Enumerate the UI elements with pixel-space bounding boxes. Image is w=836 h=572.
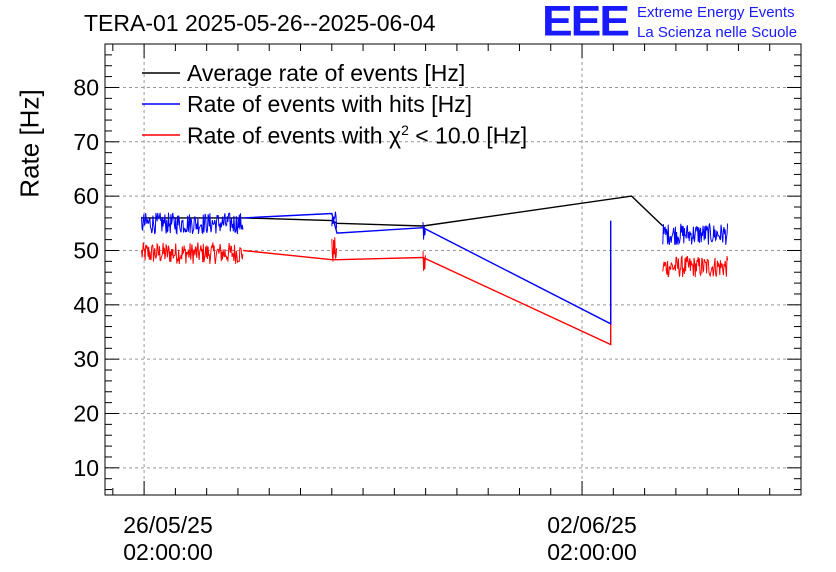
y-tick-label: 40: [73, 292, 99, 318]
series-2-noise-1: [331, 237, 338, 262]
y-tick-label: 50: [73, 237, 99, 263]
series-2-noise-2: [422, 251, 426, 271]
eee-logo-mark: EEE: [542, 0, 630, 45]
series-1-noise-2: [422, 222, 426, 240]
series-1-line: [243, 212, 612, 325]
y-tick-label: 60: [73, 183, 99, 209]
series-1-noise-1: [331, 211, 338, 229]
y-tick-label: 20: [73, 400, 99, 426]
series-2-noise-0: [141, 242, 244, 264]
logo-line-2: La Scienza nelle Scuole: [637, 24, 798, 41]
series-0-line: [141, 195, 664, 227]
y-axis-label: Rate [Hz]: [14, 89, 45, 198]
series-2-line: [243, 249, 612, 346]
x-tick-label-1: 26/05/25 02:00:00: [123, 512, 213, 565]
legend-chi2-suffix: < 10.0 [Hz]: [408, 122, 528, 149]
legend-chi2-prefix: Rate of events with: [187, 122, 389, 149]
series-2-noise-3: [662, 254, 729, 278]
y-tick-label: 10: [73, 455, 99, 481]
series-1-noise-3: [662, 223, 729, 246]
plot-frame: [104, 43, 802, 496]
legend-chi-exponent: 2: [401, 122, 409, 138]
x-tick-label-2: 02/06/25 02:00:00: [547, 512, 637, 565]
logo-line-1: Extreme Energy Events: [637, 4, 795, 21]
legend-chi-symbol: χ: [389, 122, 402, 149]
y-tick-label: 80: [73, 74, 99, 100]
legend-label-average: Average rate of events [Hz]: [187, 60, 466, 86]
y-tick-label: 30: [73, 346, 99, 372]
chart-title: TERA-01 2025-05-26--2025-06-04: [84, 10, 436, 36]
legend-label-hits: Rate of events with hits [Hz]: [187, 91, 473, 117]
series-1-noise-0: [141, 212, 244, 235]
y-tick-label: 70: [73, 129, 99, 155]
legend-label-chi2: Rate of events with χ2 < 10.0 [Hz]: [187, 122, 527, 150]
